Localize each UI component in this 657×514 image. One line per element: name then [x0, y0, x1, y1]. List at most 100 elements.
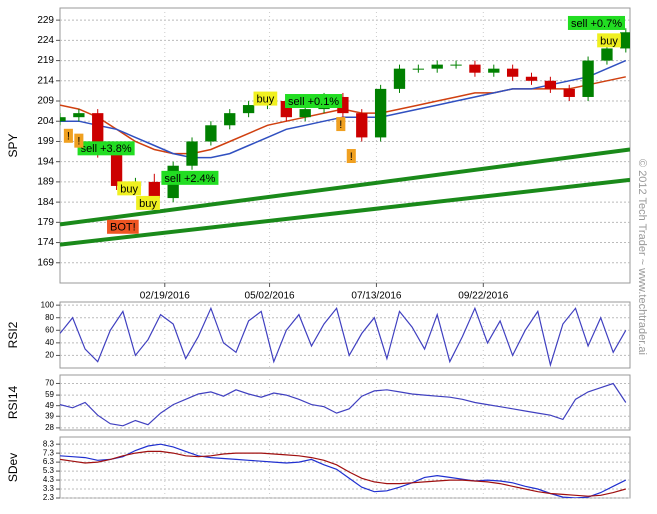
annotation-box — [346, 149, 356, 164]
annotation: sell +0.1% — [285, 94, 343, 109]
candle-body — [280, 101, 292, 118]
y-tick-label: 2.3 — [43, 493, 55, 502]
candle-body — [412, 68, 425, 70]
candle-body — [601, 48, 613, 61]
annotation-text: ! — [339, 119, 342, 131]
plot-area — [60, 306, 627, 368]
y-axis-label: RSI14 — [6, 386, 20, 420]
annotation-text: buy — [256, 93, 274, 105]
candle-body — [506, 68, 519, 77]
annotation-text: sell +0.1% — [288, 96, 339, 108]
annotation-box — [136, 195, 160, 210]
candle-body — [544, 80, 557, 89]
candle-body — [488, 68, 500, 73]
candle-body — [620, 32, 630, 49]
y-tick-label: 184 — [37, 197, 54, 208]
y-tick-label: 5.3 — [43, 466, 55, 475]
plot-area — [60, 382, 627, 427]
candle-body — [92, 113, 104, 154]
y-tick-label: 189 — [37, 177, 54, 188]
annotation-box — [77, 141, 135, 156]
candle-body — [563, 88, 575, 97]
candle-body — [525, 76, 538, 81]
annotation-box — [597, 33, 621, 48]
y-tick-label: 49 — [45, 401, 54, 410]
candle-body — [73, 113, 85, 118]
annotation: sell +0.7% — [567, 15, 626, 30]
annotation-box — [285, 94, 343, 109]
annotation-text: buy — [139, 198, 157, 210]
candle-body — [110, 153, 123, 186]
annotation-box — [161, 170, 219, 185]
annotation-text: sell +2.4% — [164, 173, 215, 185]
x-tick-label: 09/22/2016 — [458, 291, 508, 302]
candle-body — [186, 141, 198, 166]
y-tick-label: 209 — [37, 96, 54, 107]
candle-body — [148, 181, 160, 199]
annotation: sell +3.8% — [77, 141, 135, 156]
y-tick-label: 39 — [45, 411, 54, 420]
y-tick-label: 80 — [45, 313, 54, 322]
line — [60, 450, 626, 497]
line — [60, 443, 627, 498]
annotation: ! — [336, 117, 346, 132]
y-tick-label: 4.3 — [43, 475, 55, 484]
annotation-text: ! — [350, 151, 353, 163]
annotation-box — [63, 128, 73, 143]
watermark: © 2012 Tech Trader ~ www.techtrader.ai — [636, 159, 648, 355]
candle-body — [224, 113, 236, 126]
annotation-box — [74, 133, 84, 148]
annotation-box — [107, 219, 139, 234]
y-tick-label: 6.3 — [43, 457, 55, 466]
annotation-box — [567, 15, 626, 30]
y-tick-label: 224 — [37, 35, 54, 46]
line — [60, 177, 630, 247]
candle-body — [356, 113, 368, 138]
annotation: buy — [253, 91, 278, 106]
candle-body — [469, 64, 481, 73]
y-axis-label: RSI2 — [6, 321, 20, 348]
y-tick-label: 214 — [37, 75, 54, 86]
y-tick-label: 100 — [41, 300, 55, 309]
y-tick-label: 8.3 — [43, 439, 55, 448]
annotation-box — [117, 181, 142, 196]
y-tick-label: 179 — [37, 217, 54, 228]
candle-body — [374, 88, 387, 138]
annotation: ! — [63, 128, 73, 143]
annotation: buy — [136, 195, 160, 210]
y-tick-label: 70 — [45, 379, 54, 388]
annotation: BOT! — [107, 219, 139, 234]
y-tick-label: 194 — [37, 156, 54, 167]
y-tick-label: 28 — [45, 423, 54, 432]
line — [60, 147, 630, 227]
y-tick-label: 60 — [45, 325, 54, 334]
y-tick-label: 219 — [37, 55, 54, 66]
y-tick-label: 229 — [37, 15, 54, 26]
annotation: ! — [74, 133, 84, 148]
y-tick-label: 40 — [45, 338, 54, 347]
y-tick-label: 59 — [45, 390, 54, 399]
candle-body — [431, 64, 443, 69]
candle-body — [393, 68, 406, 89]
y-tick-label: 169 — [37, 257, 54, 268]
candle-body — [242, 105, 255, 114]
annotation: ! — [346, 149, 356, 164]
candle-body — [450, 64, 462, 66]
x-tick-label: 07/13/2016 — [351, 291, 401, 302]
x-tick-label: 02/19/2016 — [140, 291, 190, 302]
annotation: buy — [117, 181, 142, 196]
annotation-text: ! — [67, 131, 70, 143]
candle-body — [205, 125, 217, 142]
candle-body — [299, 109, 311, 118]
annotation-text: sell +3.8% — [81, 143, 132, 155]
y-tick-label: 7.3 — [43, 448, 55, 457]
panel — [59, 374, 631, 431]
y-axis-label: SDev — [6, 453, 20, 482]
annotation: buy — [597, 33, 621, 48]
plot-area — [60, 443, 627, 498]
line — [60, 306, 627, 368]
y-axis-label: SPY — [6, 133, 20, 157]
line — [60, 382, 627, 427]
